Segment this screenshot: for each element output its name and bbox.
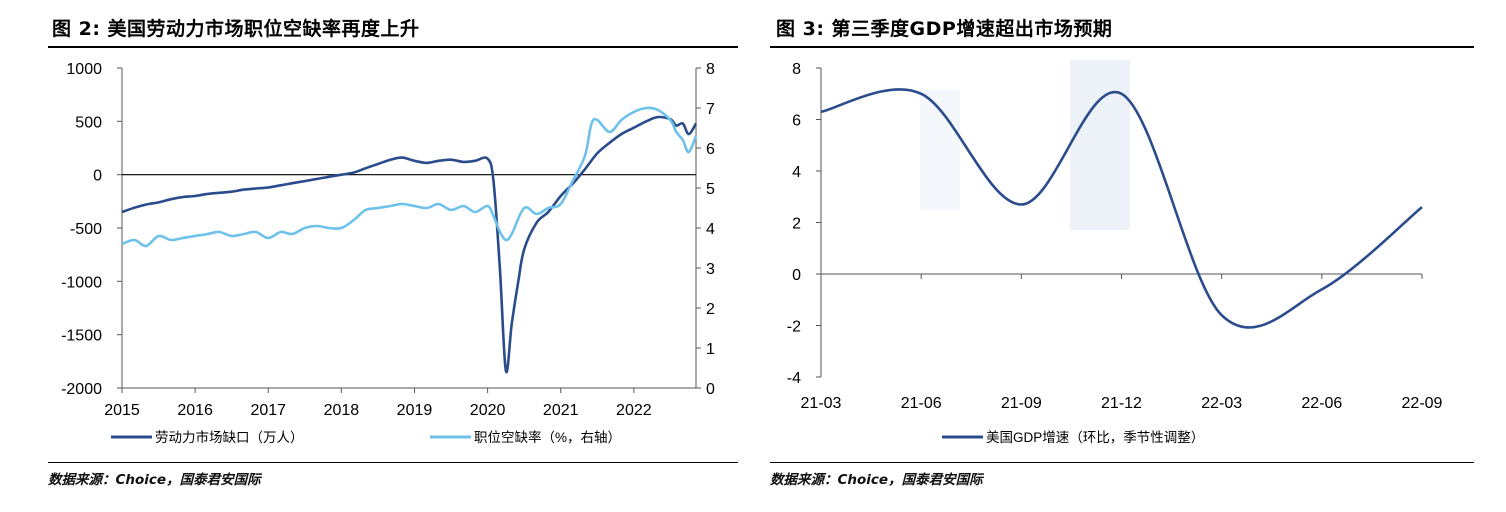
- figure-3-top-rule: [770, 46, 1474, 48]
- fig2-right-tick-label: 8: [706, 61, 715, 78]
- fig2-x-tick-label: 2015: [104, 402, 140, 419]
- fig2-right-tick-label: 2: [706, 301, 715, 318]
- fig2-x-tick-label: 2016: [177, 402, 213, 419]
- fig2-left-tick-label: -500: [70, 221, 102, 238]
- figure-3-chart: 8 6 4 2 0 -2 -421-03 21-06 21-09 21-12 22-03 22-06 2…: [787, 60, 1443, 445]
- figure-2-bottom-rule: [48, 462, 738, 463]
- fig3-x-tick-label: 22-09: [1402, 395, 1443, 412]
- fig2-left-tick-label: -1500: [61, 328, 102, 345]
- figure-2-panel: 图 2: 美国劳动力市场职位空缺率再度上升 1000 500 0 -500 -1000 -…: [0, 0, 740, 512]
- fig3-x-tick-label: 21-12: [1101, 395, 1142, 412]
- fig2-right-tick-label: 4: [706, 221, 715, 238]
- fig2-x-tick-label: 2017: [250, 402, 286, 419]
- fig2-left-tick-label: -1000: [61, 274, 102, 291]
- fig2-series-line-labor-gap: [121, 115, 698, 374]
- fig2-left-tick-label: -2000: [61, 381, 102, 398]
- fig3-y-tick-label: 8: [792, 61, 801, 78]
- fig2-x-tick-label: 2019: [397, 402, 433, 419]
- fig3-y-tick-label: 2: [792, 216, 801, 233]
- fig3-y-tick-label: -2: [787, 319, 801, 336]
- fig3-x-tick-label: 22-06: [1301, 395, 1342, 412]
- fig2-right-tick-label: 5: [706, 181, 715, 198]
- figure-2-chart: 1000 500 0 -500 -1000 -1500 -2000 8 7 6 5 4 3 2 1 0 2015…: [61, 61, 715, 445]
- fig3-x-tick-label: 21-09: [1001, 395, 1042, 412]
- fig3-x-tick-label: 22-03: [1201, 395, 1242, 412]
- fig3-y-tick-label: 6: [792, 113, 801, 130]
- fig3-series-line-gdp: [820, 88, 1423, 329]
- fig3-y-tick-label: -4: [787, 370, 801, 387]
- figure-3-bottom-rule: [770, 462, 1474, 463]
- fig2-x-tick-label: 2020: [470, 402, 506, 419]
- figure-3-title: 图 3: 第三季度GDP增速超出市场预期: [776, 18, 1113, 40]
- fig2-right-tick-label: 6: [706, 141, 715, 158]
- fig2-right-tick-label: 0: [706, 381, 715, 398]
- fig2-right-tick-label: 1: [706, 341, 715, 358]
- figure-3-source: 数据来源：Choice，国泰君安国际: [770, 472, 983, 488]
- fig3-watermark-block: [1070, 60, 1130, 230]
- fig2-right-tick-label: 3: [706, 261, 715, 278]
- fig3-x-tick-label: 21-03: [801, 395, 842, 412]
- fig3-y-tick-label: 4: [792, 164, 801, 181]
- fig2-x-tick-label: 2022: [616, 402, 652, 419]
- fig2-series-line-vacancy-rate: [121, 106, 698, 248]
- fig3-y-tick-label: 0: [792, 267, 801, 284]
- fig2-x-tick-label: 2021: [543, 402, 579, 419]
- fig2-left-tick-label: 500: [75, 114, 102, 131]
- fig2-legend-label-labor-gap: 劳动力市场缺口（万人）: [155, 429, 304, 445]
- fig2-x-tick-label: 2018: [324, 402, 360, 419]
- fig3-x-tick-label: 21-06: [901, 395, 942, 412]
- figure-2-source: 数据来源：Choice，国泰君安国际: [48, 472, 261, 488]
- fig2-legend-label-vacancy-rate: 职位空缺率（%，右轴）: [474, 429, 621, 445]
- fig2-right-tick-label: 7: [706, 101, 715, 118]
- fig3-legend-label-gdp: 美国GDP增速（环比，季节性调整）: [986, 430, 1204, 445]
- figure-2-top-rule: [48, 46, 738, 48]
- figure-2-title: 图 2: 美国劳动力市场职位空缺率再度上升: [52, 18, 420, 40]
- figure-3-panel: 图 3: 第三季度GDP增速超出市场预期 8 6 4 2 0 -2 -4 21-03 21-06…: [770, 0, 1506, 512]
- fig2-left-tick-label: 1000: [66, 61, 102, 78]
- fig2-left-tick-label: 0: [93, 168, 102, 185]
